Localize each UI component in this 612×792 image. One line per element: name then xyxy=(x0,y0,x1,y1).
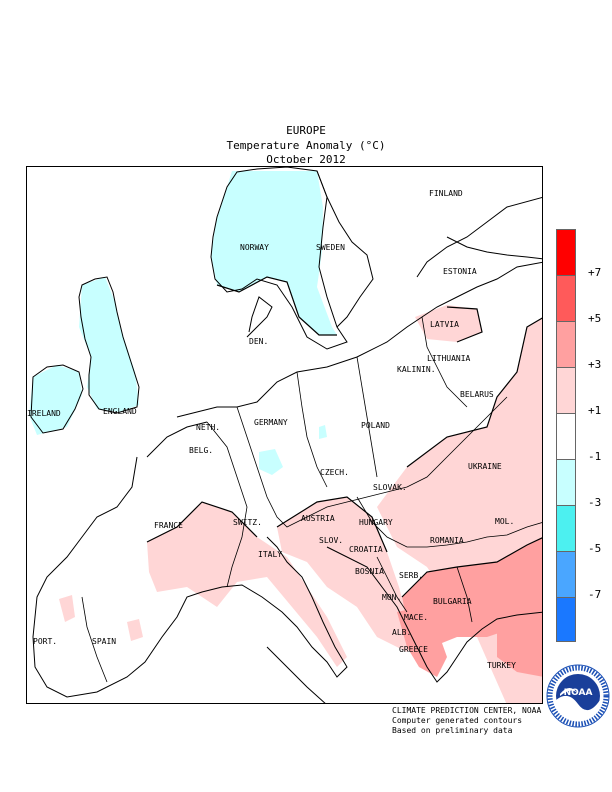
legend-cell-8 xyxy=(556,597,576,642)
label-macedonia: MACE. xyxy=(404,613,429,622)
label-norway: NORWAY xyxy=(240,243,269,252)
legend-cell-2 xyxy=(556,321,576,372)
legend-cell-0 xyxy=(556,229,576,280)
legend-cell-3 xyxy=(556,367,576,418)
label-hungary: HUNGARY xyxy=(359,518,393,527)
label-bulgaria: BULGARIA xyxy=(433,597,472,606)
label-albania: ALB. xyxy=(392,628,412,637)
shade-baltic-warm xyxy=(415,305,482,342)
anomaly-contours xyxy=(146,276,542,598)
label-estonia: ESTONIA xyxy=(443,267,477,276)
shade-france-italy-warm xyxy=(147,502,347,667)
legend-tick-minus1: -1 xyxy=(588,450,602,463)
label-romania: ROMANIA xyxy=(430,536,464,545)
label-moldova: MOL. xyxy=(495,517,515,526)
noaa-logo: NOAA xyxy=(546,664,610,728)
credit-line-2: Computer generated contours xyxy=(392,716,523,725)
legend-tick-plus5: +5 xyxy=(588,312,602,325)
label-greece: GREECE xyxy=(399,645,428,654)
label-bosnia: BOSNIA xyxy=(355,567,384,576)
coastlines xyxy=(30,167,542,703)
shade-central-warm xyxy=(277,497,422,652)
label-croatia: CROATIA xyxy=(349,545,383,554)
credits-block: CLIMATE PREDICTION CENTER, NOAA Computer… xyxy=(392,706,541,736)
label-belarus: BELARUS xyxy=(460,390,494,399)
label-turkey: TURKEY xyxy=(487,661,516,670)
label-switzerland: SWITZ. xyxy=(233,518,262,527)
label-montenegro: MON. xyxy=(382,593,402,602)
legend-cell-7 xyxy=(556,551,576,602)
shade-spain-warm xyxy=(127,619,143,641)
shade-germany-cool xyxy=(259,449,283,475)
label-slovakia: SLOVAK. xyxy=(373,483,407,492)
label-ireland: IRELAND xyxy=(27,409,61,418)
shade-germany-cool-2 xyxy=(319,425,327,439)
shade-balkan-hot xyxy=(402,537,542,645)
label-czech: CZECH. xyxy=(320,468,349,477)
legend-cell-6 xyxy=(556,505,576,556)
label-kaliningrad: KALININ. xyxy=(397,365,436,374)
label-latvia: LATVIA xyxy=(430,320,459,329)
label-lithuania: LITHUANIA xyxy=(427,354,471,363)
noaa-logo-text: NOAA xyxy=(564,688,593,698)
shade-scandinavia-cool xyxy=(211,171,337,335)
legend-cell-1 xyxy=(556,275,576,326)
label-portugal: PORT. xyxy=(33,637,58,646)
shade-britain-cool xyxy=(79,277,139,412)
label-germany: GERMANY xyxy=(254,418,288,427)
legend-cell-5 xyxy=(556,459,576,510)
legend-tick-minus5: -5 xyxy=(588,542,602,555)
map-period-title: October 2012 xyxy=(266,153,346,166)
label-belgium: BELG. xyxy=(189,446,214,455)
label-france: FRANCE xyxy=(154,521,183,530)
shade-iberia-warm xyxy=(59,595,75,622)
shade-greece-hot xyxy=(397,607,447,677)
country-borders xyxy=(81,316,542,683)
legend-cell-4 xyxy=(556,413,576,464)
anomaly-color-legend xyxy=(556,229,576,642)
label-slovenia: SLOV. xyxy=(319,536,344,545)
label-ukraine: UKRAINE xyxy=(468,462,502,471)
legend-tick-plus7: +7 xyxy=(588,266,602,279)
shade-turkey-hot xyxy=(497,617,542,677)
legend-tick-plus1: +1 xyxy=(588,404,602,417)
label-finland: FINLAND xyxy=(429,189,463,198)
label-austria: AUSTRIA xyxy=(301,514,335,523)
legend-tick-minus7: -7 xyxy=(588,588,602,601)
credit-line-3: Based on preliminary data xyxy=(392,726,513,735)
label-sweden: SWEDEN xyxy=(316,243,345,252)
map-variable-title: Temperature Anomaly (°C) xyxy=(226,139,386,152)
label-netherlands: NETH. xyxy=(196,423,221,432)
europe-anomaly-map: FINLAND NORWAY SWEDEN ESTONIA LATVIA DEN… xyxy=(26,166,543,704)
label-poland: POLAND xyxy=(361,421,390,430)
label-england: ENGLAND xyxy=(103,407,137,416)
label-italy: ITALY xyxy=(258,550,283,559)
credit-line-1: CLIMATE PREDICTION CENTER, NOAA xyxy=(392,706,542,715)
legend-tick-plus3: +3 xyxy=(588,358,602,371)
map-region-title: EUROPE xyxy=(286,124,326,137)
legend-tick-minus3: -3 xyxy=(588,496,602,509)
label-spain: SPAIN xyxy=(92,637,117,646)
map-canvas xyxy=(29,167,542,703)
label-denmark: DEN. xyxy=(249,337,269,346)
label-serbia: SERB. xyxy=(399,571,424,580)
shade-ireland-cool xyxy=(29,365,82,435)
